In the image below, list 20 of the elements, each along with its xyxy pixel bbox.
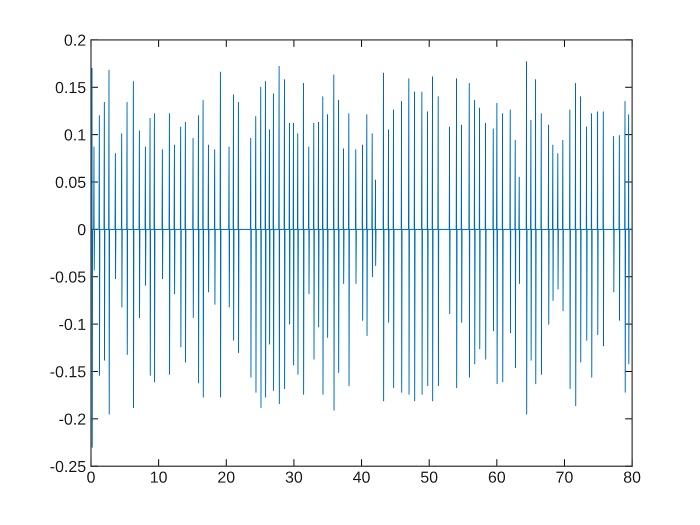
y-tick-label: 0.15 (56, 82, 86, 94)
line-series (92, 61, 632, 448)
x-tick-label: 50 (420, 471, 438, 483)
x-tick-label: 10 (150, 471, 167, 483)
x-tick-label: 20 (218, 471, 235, 483)
y-tick-label: -0.1 (59, 318, 86, 330)
y-tick-label: 0.05 (56, 176, 86, 188)
x-tick-label: 60 (488, 471, 506, 483)
y-tick-label: 0 (78, 224, 86, 236)
x-tick-label: 0 (87, 471, 95, 483)
x-tick-label: 70 (556, 471, 573, 483)
y-tick-label: 0.1 (64, 129, 86, 141)
y-tick-label: 0.2 (64, 34, 86, 46)
y-tick-label: -0.2 (59, 413, 86, 425)
x-tick-label: 40 (353, 471, 370, 483)
y-tick-label: -0.15 (50, 366, 86, 378)
y-tick-label: -0.25 (50, 460, 86, 472)
y-tick-label: -0.05 (50, 271, 86, 283)
x-tick-label: 80 (624, 471, 640, 483)
x-tick-label: 30 (286, 471, 302, 483)
